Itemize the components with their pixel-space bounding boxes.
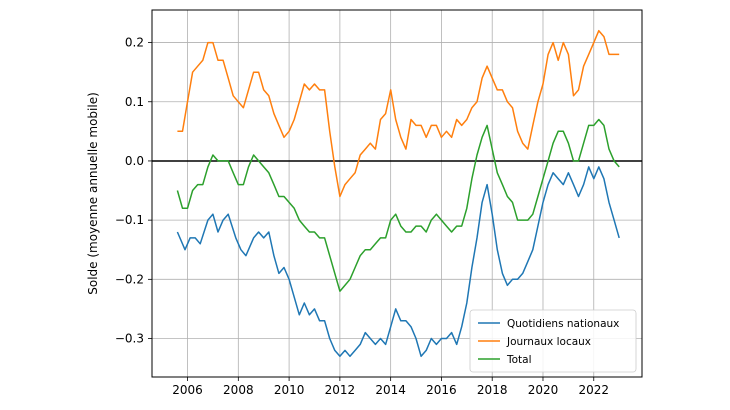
y-axis: −0.3 −0.2 −0.1 0.0 0.1 0.2 [115,36,152,346]
y-tick-label: −0.1 [115,213,144,227]
y-tick-label: −0.3 [115,332,144,346]
x-tick-label: 2006 [172,383,203,397]
y-tick-label: 0.0 [125,154,144,168]
series-line-total [176,118,620,292]
x-tick-label: 2012 [325,383,356,397]
x-tick-label: 2018 [477,383,508,397]
legend-label: Quotidiens nationaux [507,318,619,330]
x-tick-label: 2014 [375,383,406,397]
x-tick-label: 2020 [528,383,559,397]
x-axis: 2006 2008 2010 2012 2014 2016 2018 2020 2022 [172,377,609,397]
legend-label: Journaux locaux [506,336,591,348]
y-axis-label: Solde (moyenne annuelle mobile) [86,92,100,295]
legend-box [469,309,637,373]
x-tick-label: 2016 [426,383,457,397]
x-tick-label: 2022 [578,383,609,397]
series-line-quotidiens-nationaux [176,166,620,358]
legend-label: Total [506,354,532,366]
plot-frame [151,9,643,378]
x-tick-label: 2010 [274,383,305,397]
y-tick-label: 0.1 [125,95,144,109]
x-tick-label: 2008 [223,383,254,397]
series-group [176,29,620,358]
legend: Quotidiens nationaux Journaux locaux Total [469,309,637,373]
y-tick-label: 0.2 [125,36,144,50]
y-tick-label: −0.2 [115,272,144,286]
series-line-journaux-locaux [177,29,620,198]
